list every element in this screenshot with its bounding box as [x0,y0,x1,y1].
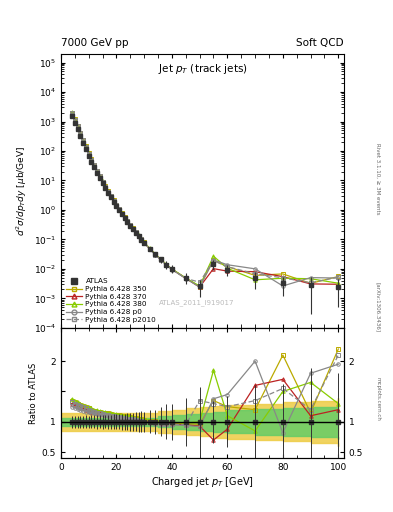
Y-axis label: Ratio to ATLAS: Ratio to ATLAS [29,362,37,423]
Text: ATLAS_2011_I919017: ATLAS_2011_I919017 [159,299,235,306]
Y-axis label: $d^2\sigma/dp_Tdy$ [$\mu$b/GeV]: $d^2\sigma/dp_Tdy$ [$\mu$b/GeV] [15,145,29,236]
Text: Jet $p_T$ (track jets): Jet $p_T$ (track jets) [158,62,247,76]
Text: Soft QCD: Soft QCD [296,37,344,48]
Text: mcplots.cern.ch: mcplots.cern.ch [376,377,380,421]
Text: Rivet 3.1.10, ≥ 3M events: Rivet 3.1.10, ≥ 3M events [376,143,380,215]
X-axis label: Charged jet $p_T$ [GeV]: Charged jet $p_T$ [GeV] [151,475,254,489]
Text: 7000 GeV pp: 7000 GeV pp [61,37,129,48]
Text: [arXiv:1306.3436]: [arXiv:1306.3436] [376,282,380,332]
Legend: ATLAS, Pythia 6.428 350, Pythia 6.428 370, Pythia 6.428 380, Pythia 6.428 p0, Py: ATLAS, Pythia 6.428 350, Pythia 6.428 37… [64,277,158,324]
